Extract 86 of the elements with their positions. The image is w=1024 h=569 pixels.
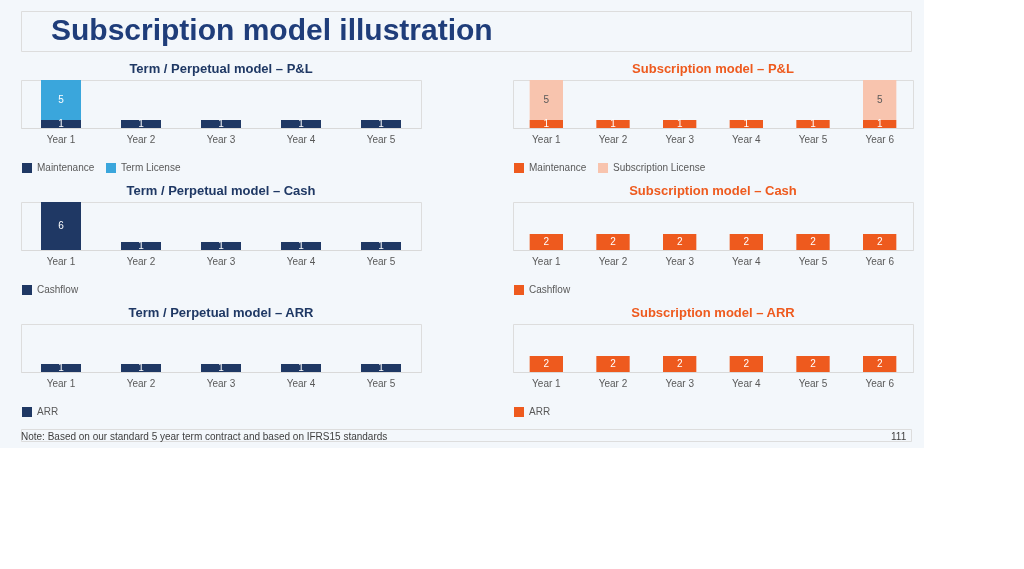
data-label: 5 bbox=[543, 94, 550, 105]
data-label: 1 bbox=[378, 362, 385, 373]
x-tick-label: Year 6 bbox=[865, 377, 895, 389]
chart-title: Term / Perpetual model – Cash bbox=[126, 183, 316, 198]
data-label: 1 bbox=[378, 118, 385, 129]
x-tick-label: Year 5 bbox=[366, 377, 396, 389]
x-tick-label: Year 3 bbox=[206, 133, 236, 145]
data-label: 5 bbox=[58, 94, 65, 105]
data-label: 2 bbox=[810, 236, 817, 247]
x-tick-label: Year 5 bbox=[366, 133, 396, 145]
x-tick-label: Year 1 bbox=[532, 133, 562, 145]
x-tick-label: Year 2 bbox=[126, 377, 156, 389]
data-label: 2 bbox=[876, 358, 883, 369]
x-tick-label: Year 3 bbox=[665, 133, 695, 145]
x-tick-label: Year 4 bbox=[732, 133, 762, 145]
legend-label: Maintenance bbox=[529, 162, 587, 173]
x-tick-label: Year 5 bbox=[798, 255, 828, 267]
data-label: 2 bbox=[676, 358, 683, 369]
chart-title: Subscription model – Cash bbox=[629, 183, 797, 198]
x-tick-label: Year 6 bbox=[865, 255, 895, 267]
data-label: 1 bbox=[743, 118, 750, 129]
x-tick-label: Year 3 bbox=[665, 255, 695, 267]
data-label: 1 bbox=[298, 362, 305, 373]
chart-title: Term / Perpetual model – ARR bbox=[128, 305, 315, 320]
data-label: 1 bbox=[138, 362, 145, 373]
text: 111 bbox=[891, 431, 907, 442]
x-tick-label: Year 2 bbox=[126, 255, 156, 267]
x-tick-label: Year 3 bbox=[206, 255, 236, 267]
x-tick-label: Year 2 bbox=[126, 133, 156, 145]
legend-label: ARR bbox=[529, 406, 551, 417]
x-tick-label: Year 3 bbox=[206, 377, 236, 389]
data-label: 1 bbox=[876, 118, 883, 129]
x-tick-label: Year 4 bbox=[732, 377, 762, 389]
x-tick-label: Year 2 bbox=[598, 133, 628, 145]
x-tick-label: Year 1 bbox=[46, 255, 76, 267]
data-label: 2 bbox=[543, 358, 550, 369]
data-label: 1 bbox=[378, 240, 385, 251]
x-tick-label: Year 1 bbox=[46, 133, 76, 145]
chart-title: Subscription model – P&L bbox=[632, 61, 794, 76]
data-label: 2 bbox=[876, 236, 883, 247]
text: Subscription model illustration bbox=[51, 13, 493, 46]
text: Note: Based on our standard 5 year term contract and based on IFRS15 standards bbox=[21, 431, 388, 442]
x-tick-label: Year 2 bbox=[598, 377, 628, 389]
data-label: 1 bbox=[138, 118, 145, 129]
data-label: 1 bbox=[543, 118, 550, 129]
text: Cashflow bbox=[529, 284, 571, 295]
data-label: 1 bbox=[298, 240, 305, 251]
legend-label: Subscription License bbox=[613, 162, 706, 173]
data-label: 1 bbox=[58, 118, 65, 129]
data-label: 5 bbox=[876, 94, 883, 105]
x-tick-label: Year 4 bbox=[286, 377, 316, 389]
data-label: 2 bbox=[676, 236, 683, 247]
x-tick-label: Year 4 bbox=[286, 133, 316, 145]
data-label: 2 bbox=[743, 236, 750, 247]
x-tick-label: Year 6 bbox=[865, 133, 895, 145]
data-label: 1 bbox=[58, 362, 65, 373]
x-tick-label: Year 5 bbox=[366, 255, 396, 267]
data-label: 1 bbox=[218, 240, 225, 251]
data-label: 1 bbox=[676, 118, 683, 129]
data-label: 1 bbox=[218, 362, 225, 373]
text: Cashflow bbox=[37, 284, 79, 295]
x-tick-label: Year 4 bbox=[286, 255, 316, 267]
legend-label: Term License bbox=[121, 162, 181, 173]
data-label: 1 bbox=[810, 118, 817, 129]
data-label: 1 bbox=[298, 118, 305, 129]
data-label: 1 bbox=[138, 240, 145, 251]
x-tick-label: Year 5 bbox=[798, 133, 828, 145]
x-tick-label: Year 4 bbox=[732, 255, 762, 267]
data-label: 2 bbox=[810, 358, 817, 369]
x-tick-label: Year 1 bbox=[46, 377, 76, 389]
data-label: 2 bbox=[610, 358, 617, 369]
data-label: 2 bbox=[543, 236, 550, 247]
data-label: 1 bbox=[610, 118, 617, 129]
legend-label: Maintenance bbox=[37, 162, 95, 173]
x-tick-label: Year 2 bbox=[598, 255, 628, 267]
x-tick-label: Year 5 bbox=[798, 377, 828, 389]
x-tick-label: Year 3 bbox=[665, 377, 695, 389]
data-label: 6 bbox=[58, 220, 65, 231]
chart-title: Subscription model – ARR bbox=[631, 305, 796, 320]
data-label: 2 bbox=[610, 236, 617, 247]
x-tick-label: Year 1 bbox=[532, 255, 562, 267]
chart-title: Term / Perpetual model – P&L bbox=[129, 61, 313, 76]
legend-label: ARR bbox=[37, 406, 59, 417]
data-label: 2 bbox=[743, 358, 750, 369]
data-label: 1 bbox=[218, 118, 225, 129]
x-tick-label: Year 1 bbox=[532, 377, 562, 389]
